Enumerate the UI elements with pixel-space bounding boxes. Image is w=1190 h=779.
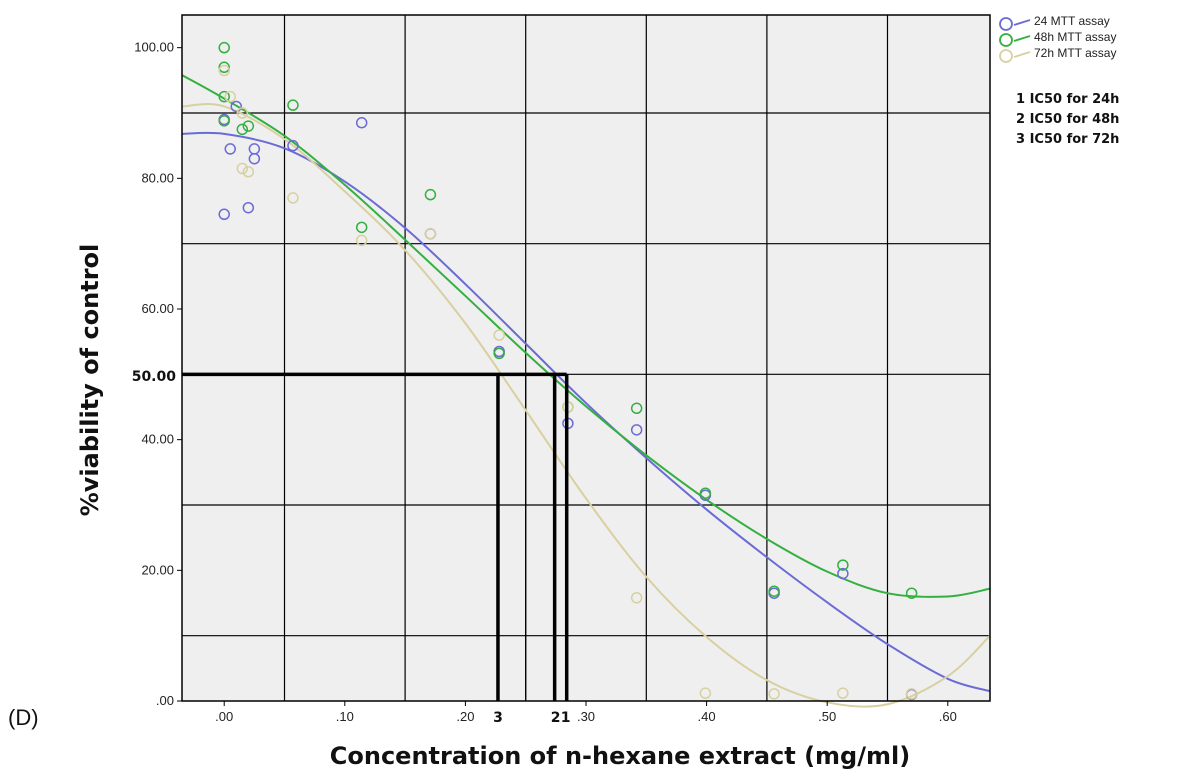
ic50-note: 3 IC50 for 72h [1016,132,1119,147]
y-tick-label: 40.00 [141,432,174,447]
data-point [630,402,643,415]
panel-label: (D) [8,705,39,730]
data-point [630,592,643,604]
data-point [218,61,230,74]
data-point [224,143,236,155]
data-point [768,688,780,700]
data-point [287,192,299,204]
ic50-note: 2 IC50 for 48h [1016,112,1119,127]
data-point [248,152,261,165]
x-tick-label: .60 [939,709,957,724]
legend-line [1013,35,1031,42]
data-point [218,208,230,221]
fit-curve [181,131,991,693]
data-point [236,162,249,175]
legend-label: 72h MTT assay [1034,46,1116,60]
data-point [837,687,849,699]
x-tick-label: .20 [456,709,474,724]
ic50-label: 3 [493,710,503,726]
data-point [905,587,918,599]
data-point [768,585,780,597]
x-tick-label: .40 [698,709,716,724]
data-point [218,115,230,127]
ic50-note: 1 IC50 for 24h [1016,92,1119,107]
x-tick-label: .10 [336,709,354,724]
legend-line [1013,19,1031,26]
fit-curve [181,74,991,598]
fit-curves [181,74,991,708]
y-tick-label: 100.00 [134,40,174,55]
legend-label: 48h MTT assay [1034,30,1116,44]
data-point [287,139,299,152]
data-point [424,188,437,201]
x-axis-title: Concentration of n-hexane extract (mg/ml… [330,742,910,770]
legend: 24 MTT assay 48h MTT assay 72h MTT assay [999,14,1116,63]
legend-line [1013,51,1031,58]
data-point [837,567,849,580]
data-point [236,107,249,119]
data-point [218,41,230,54]
y-axis-ticks: .00 20.00 40.00 60.00 80.00 100.00 [134,40,182,708]
data-point [630,424,643,436]
data-point [242,166,255,178]
fit-curve [181,103,991,708]
data-point [355,234,368,247]
legend-marker [999,49,1013,63]
ic50-reference-lines: 12 3 [182,372,571,726]
data-point [218,64,230,77]
data-point [242,201,255,214]
data-point [837,559,849,571]
y-tick-label: 60.00 [141,301,174,316]
data-point [424,228,437,240]
x-tick-label: .50 [818,709,836,724]
data-point [242,120,255,132]
data-point [355,117,368,129]
y-tick-label: 20.00 [141,562,174,577]
data-point [493,347,505,360]
data-point [218,90,230,103]
data-point [699,487,712,499]
plot-area [182,15,990,701]
data-point [493,329,505,341]
x-axis-ticks: .00 .10 .20 .30 .40 .50 .60 [215,701,957,724]
data-point [236,123,249,136]
data-point [224,90,236,103]
data-point [355,221,368,234]
x-tick-label: .30 [577,709,595,724]
ic50-notes: 1 IC50 for 24h 2 IC50 for 48h 3 IC50 for 7… [1016,92,1119,147]
y-axis-title: %viability of control [76,244,104,517]
data-point [699,687,712,699]
data-points [218,41,918,701]
data-point [905,688,918,700]
ref-y-label: 50.00 [132,369,177,385]
grid [182,15,990,701]
legend-label: 24 MTT assay [1034,14,1110,28]
legend-marker [999,17,1013,31]
data-point [287,99,299,111]
y-tick-label: .00 [156,693,174,708]
ic50-label: 1 [561,710,571,726]
x-tick-label: .00 [215,709,233,724]
legend-marker [999,33,1013,47]
data-point [230,100,243,113]
ic50-label: 2 [551,710,561,726]
y-tick-label: 80.00 [141,170,174,185]
